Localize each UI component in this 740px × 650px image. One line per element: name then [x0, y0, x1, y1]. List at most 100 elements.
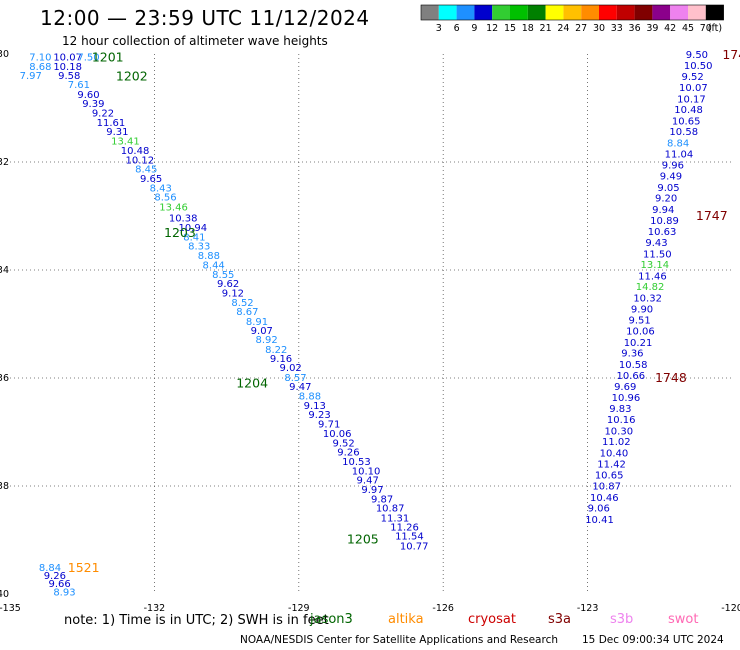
wave-height-value: 11.50	[643, 249, 672, 260]
wave-height-value: 14.82	[636, 282, 665, 293]
wave-height-value: 9.52	[332, 438, 354, 449]
wave-height-value: 10.58	[669, 127, 698, 138]
wave-height-value: 11.46	[638, 271, 667, 282]
wave-height-value: 9.51	[629, 316, 651, 327]
mission-cryosat: cryosat	[468, 612, 516, 627]
x-tick-label: -126	[432, 603, 454, 614]
wave-height-value: 9.49	[660, 172, 682, 183]
wave-height-value: 10.17	[677, 94, 706, 105]
wave-height-value: 9.06	[588, 504, 610, 515]
track-time-label: 1202	[116, 69, 148, 84]
wave-height-value: 10.10	[352, 466, 381, 477]
colorbar-tick-label: 42	[664, 23, 676, 34]
wave-height-value: 11.31	[381, 513, 410, 524]
wave-height-value: 9.58	[58, 71, 80, 82]
wave-height-value: 9.83	[609, 404, 631, 415]
wave-height-value: 9.47	[289, 382, 311, 393]
mission-s3b: s3b	[610, 612, 634, 627]
generation-timestamp: 15 Dec 09:00:34 UTC 2024	[582, 634, 724, 646]
wave-height-value: 9.23	[308, 410, 330, 421]
colorbar-tick-label: 21	[540, 23, 552, 34]
wave-height-value: 10.16	[607, 415, 636, 426]
wave-height-value: 10.38	[169, 214, 198, 225]
wave-height-value: 13.14	[641, 260, 670, 271]
colorbar-swatch	[510, 5, 528, 20]
colorbar-tick-label: 3	[436, 23, 442, 34]
wave-height-value: 10.48	[121, 146, 150, 157]
wave-height-value: 7.97	[20, 71, 42, 82]
wave-height-value: 11.61	[97, 118, 126, 129]
colorbar-tick-label: 30	[593, 23, 605, 34]
wave-height-value: 8.33	[188, 242, 210, 253]
wave-height-value: 11.54	[395, 532, 424, 543]
wave-height-value: 10.48	[674, 105, 703, 116]
wave-height-value: 8.92	[255, 335, 277, 346]
wave-height-value: 7.61	[68, 80, 90, 91]
colorbar-swatch	[438, 5, 457, 20]
wave-height-value: 10.07	[679, 83, 708, 94]
wave-height-value: 8.45	[135, 164, 157, 175]
mission-swot: swot	[668, 612, 699, 627]
wave-height-value: 8.44	[203, 261, 225, 272]
wave-height-value: 10.87	[592, 481, 621, 492]
wave-height-value: 8.91	[246, 317, 268, 328]
y-tick-label: -34	[0, 265, 9, 276]
wave-height-value: 9.52	[681, 72, 703, 83]
track-time-label: 1203	[164, 225, 196, 240]
wave-height-value: 10.96	[612, 393, 641, 404]
wave-height-value: 9.94	[652, 205, 674, 216]
colorbar-swatch	[599, 5, 617, 20]
colorbar-swatch	[634, 5, 653, 20]
wave-height-value: 9.90	[631, 304, 653, 315]
wave-height-value: 9.22	[92, 108, 114, 119]
wave-height-value: 11.26	[390, 523, 419, 534]
wave-height-value: 9.66	[49, 579, 71, 590]
wave-height-value: 8.52	[231, 298, 253, 309]
wave-height-plot: -135 -132 -129 -126 -123 -120 -30 -32 -34 -36 -38 -…	[0, 47, 740, 614]
mission-altika: altika	[388, 612, 424, 627]
wave-height-value: 9.12	[222, 289, 244, 300]
wave-height-value: 9.65	[140, 174, 162, 185]
mission-jason3: jason3	[310, 612, 353, 627]
track-time-label: 1748	[655, 370, 687, 385]
track-time-label: 1747	[696, 208, 728, 223]
wave-height-value: 10.94	[178, 223, 207, 234]
colorbar-tick-label: 33	[611, 23, 623, 34]
colorbar-swatch	[474, 5, 493, 20]
credit-line: NOAA/NESDIS Center for Satellite Applica…	[240, 634, 558, 646]
x-tick-label: -135	[0, 603, 21, 614]
wave-height-value: 11.04	[665, 149, 694, 160]
y-tick-label: -30	[0, 49, 9, 60]
colorbar-tick-label: 70	[700, 23, 712, 34]
wave-height-value: 10.77	[400, 541, 429, 552]
wave-height-value: 10.87	[376, 504, 405, 515]
wave-height-value: 9.97	[361, 485, 383, 496]
colorbar-swatch	[705, 5, 724, 20]
colorbar-swatch	[581, 5, 599, 20]
wave-height-value: 10.12	[126, 155, 155, 166]
wave-height-value: 10.46	[590, 493, 619, 504]
wave-height-value: 10.65	[595, 471, 624, 482]
colorbar-tick-label: 6	[454, 23, 460, 34]
wave-height-value: 8.67	[236, 307, 258, 318]
wave-height-value: 8.93	[53, 587, 75, 598]
wave-height-value: 9.16	[270, 354, 292, 365]
colorbar-unit: (ft)	[708, 23, 722, 34]
wave-height-value: 10.06	[626, 326, 655, 337]
wave-height-value: 10.65	[672, 116, 701, 127]
wave-height-value: 9.07	[251, 326, 273, 337]
wave-height-value: 8.84	[39, 563, 61, 574]
colorbar-tick-label: 45	[682, 23, 694, 34]
colorbar-swatch	[670, 5, 688, 20]
wave-height-value: 13.41	[111, 136, 140, 147]
wave-height-value: 10.30	[604, 426, 633, 437]
wave-height-value: 9.96	[662, 161, 684, 172]
wave-height-value: 8.84	[667, 139, 689, 150]
y-tick-label: -32	[0, 157, 9, 168]
colorbar-tick-label: 39	[646, 23, 658, 34]
units-note: note: 1) Time is in UTC; 2) SWH is in fe…	[64, 613, 329, 628]
track-time-label: 1746	[722, 47, 740, 62]
wave-height-value: 8.55	[212, 270, 234, 281]
y-tick-label: -40	[0, 589, 9, 600]
wave-height-value: 10.06	[323, 429, 352, 440]
